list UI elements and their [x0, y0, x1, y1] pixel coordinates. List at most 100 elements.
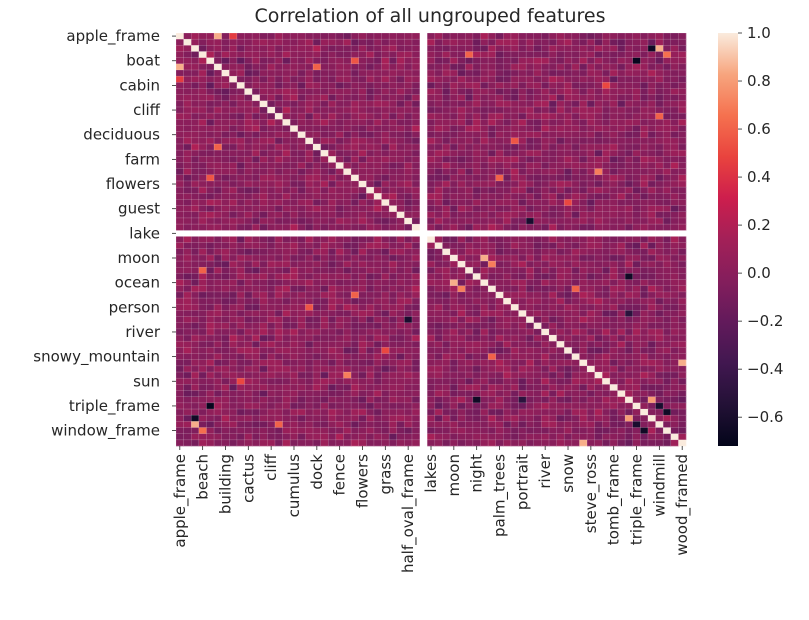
- heatmap-cell: [503, 347, 512, 354]
- heatmap-cell: [556, 248, 565, 256]
- heatmap-cell: [663, 304, 672, 311]
- heatmap-cell: [488, 254, 496, 262]
- heatmap-cell: [541, 180, 550, 188]
- heatmap-cell: [495, 390, 504, 397]
- heatmap-cell: [602, 421, 611, 428]
- heatmap-cell: [465, 261, 474, 268]
- heatmap-cell: [320, 100, 329, 108]
- heatmap-cell: [176, 298, 184, 305]
- heatmap-cell: [465, 205, 474, 213]
- heatmap-cell: [252, 125, 261, 132]
- heatmap-cell: [450, 236, 458, 243]
- heatmap-cell: [541, 168, 550, 176]
- heatmap-cell: [381, 187, 390, 194]
- heatmap-cell: [198, 187, 207, 194]
- heatmap-cell: [533, 69, 542, 77]
- heatmap-cell: [571, 427, 580, 434]
- heatmap-cell: [457, 285, 466, 293]
- heatmap-cell: [564, 273, 573, 280]
- heatmap-cell: [609, 365, 618, 373]
- heatmap-cell: [617, 45, 626, 52]
- heatmap-cell: [533, 143, 542, 151]
- heatmap-cell: [366, 217, 375, 225]
- heatmap-cell: [564, 433, 573, 441]
- heatmap-cell: [267, 69, 276, 77]
- heatmap-cell: [488, 267, 496, 274]
- heatmap-cell: [465, 106, 474, 114]
- heatmap-cell: [434, 224, 443, 231]
- heatmap-cell: [198, 328, 207, 336]
- heatmap-cell: [564, 211, 573, 219]
- heatmap-cell: [465, 347, 474, 354]
- heatmap-cell: [594, 39, 603, 46]
- heatmap-cell: [183, 322, 192, 330]
- heatmap-cell: [541, 143, 550, 151]
- heatmap-cell: [229, 427, 238, 434]
- heatmap-cell: [625, 267, 634, 274]
- x-tick-label: steve_ross: [582, 454, 601, 533]
- heatmap-cell: [670, 396, 679, 404]
- heatmap-cell: [411, 322, 420, 330]
- heatmap-cell: [434, 335, 443, 342]
- heatmap-cell: [259, 298, 268, 305]
- heatmap-cell: [214, 224, 222, 231]
- heatmap-cell: [373, 353, 382, 360]
- heatmap-cell: [564, 291, 573, 299]
- heatmap-cell: [564, 113, 573, 120]
- heatmap-cell: [427, 254, 436, 262]
- heatmap-cell: [526, 57, 535, 65]
- heatmap-cell: [427, 359, 436, 367]
- heatmap-cell: [313, 273, 321, 280]
- heatmap-cell: [647, 421, 656, 428]
- heatmap-cell: [609, 378, 618, 385]
- heatmap-cell: [328, 69, 337, 77]
- heatmap-cell: [267, 310, 276, 317]
- heatmap-cell: [313, 76, 321, 83]
- heatmap-cell: [647, 205, 656, 213]
- heatmap-cell: [663, 439, 672, 447]
- heatmap-cell: [450, 217, 458, 225]
- heatmap-cell: [640, 199, 649, 206]
- heatmap-cell: [221, 51, 230, 58]
- heatmap-cell: [450, 119, 458, 126]
- heatmap-cell: [389, 199, 398, 206]
- heatmap-cell: [274, 63, 283, 71]
- heatmap-cell: [259, 113, 268, 120]
- heatmap-cell: [305, 335, 314, 342]
- heatmap-cell: [625, 254, 634, 262]
- heatmap-cell: [465, 113, 474, 120]
- heatmap-cell: [320, 328, 329, 336]
- heatmap-cell: [191, 150, 200, 157]
- heatmap-cell: [609, 384, 618, 391]
- heatmap-cell: [305, 372, 314, 379]
- heatmap-cell: [229, 328, 238, 336]
- heatmap-cell: [320, 131, 329, 139]
- heatmap-cell: [480, 415, 489, 422]
- heatmap-cell: [335, 427, 344, 434]
- heatmap-cell: [381, 168, 390, 176]
- heatmap-cell: [305, 199, 314, 206]
- heatmap-cell: [229, 187, 238, 194]
- heatmap-cell: [381, 273, 390, 280]
- heatmap-cell: [221, 316, 230, 324]
- heatmap-cell: [191, 402, 200, 410]
- heatmap-cell: [640, 57, 649, 65]
- heatmap-cell: [236, 298, 245, 305]
- heatmap-cell: [609, 162, 618, 169]
- heatmap-cell: [236, 242, 245, 250]
- heatmap-cell: [533, 131, 542, 139]
- heatmap-cell: [404, 94, 413, 102]
- heatmap-cell: [579, 390, 588, 397]
- heatmap-cell: [434, 298, 443, 305]
- heatmap-cell: [176, 137, 184, 145]
- heatmap-cell: [503, 119, 512, 126]
- heatmap-cell: [442, 261, 451, 268]
- heatmap-cell: [427, 162, 436, 169]
- heatmap-cell: [434, 384, 443, 391]
- heatmap-cell: [404, 291, 413, 299]
- heatmap-cell: [655, 168, 664, 176]
- heatmap-cell: [541, 45, 550, 52]
- heatmap-cell: [198, 304, 207, 311]
- heatmap-cell: [442, 273, 451, 280]
- heatmap-cell: [526, 322, 535, 330]
